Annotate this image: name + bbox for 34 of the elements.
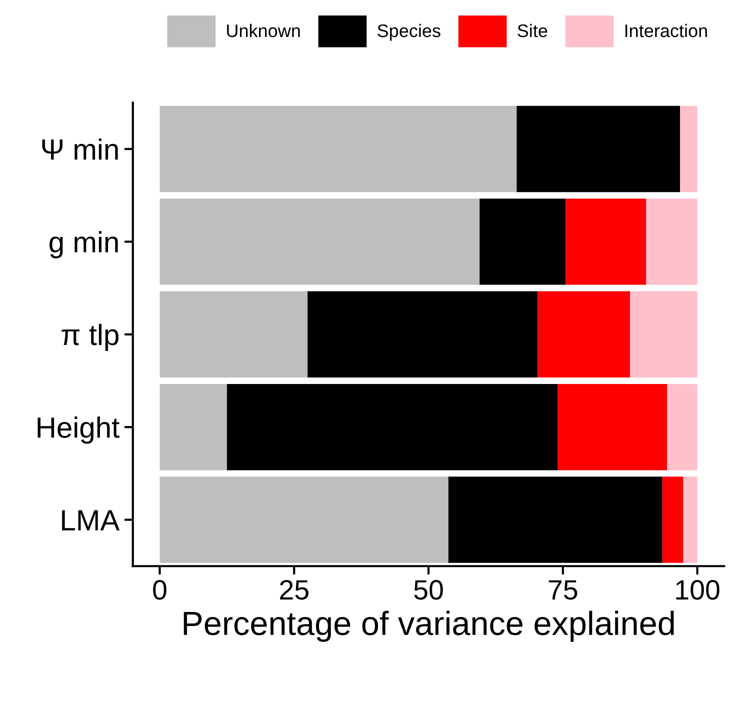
bar <box>662 476 684 563</box>
y-tick-label: Ψ min <box>42 138 118 160</box>
bar <box>226 384 558 470</box>
x-tick-label: 100 <box>676 580 720 600</box>
bar <box>680 106 698 192</box>
bar <box>646 198 698 285</box>
bar <box>566 198 646 285</box>
bar <box>480 198 566 285</box>
legend-label: Unknown <box>227 24 300 38</box>
bar <box>630 291 698 378</box>
legend-label: Site <box>518 24 548 38</box>
bar <box>160 291 308 378</box>
bar <box>558 384 668 470</box>
y-tick-label: Height <box>38 416 120 444</box>
bar <box>683 476 698 563</box>
x-tick-label: 50 <box>414 580 443 600</box>
bar <box>160 106 517 192</box>
bar <box>516 106 680 192</box>
x-tick-label: 0 <box>153 580 166 600</box>
bar <box>538 291 630 378</box>
x-tick-label: 75 <box>548 580 578 600</box>
bar <box>667 384 698 470</box>
y-tick-label: π tlp <box>62 324 118 352</box>
x-axis-title: Percentage of variance explained <box>184 610 674 642</box>
bar <box>308 291 538 378</box>
x-tick-label: 25 <box>280 580 308 600</box>
y-tick-label: LMA <box>62 510 120 530</box>
legend-label: Interaction <box>625 24 707 38</box>
bar <box>160 384 227 470</box>
bar <box>160 198 480 285</box>
bar <box>448 476 662 563</box>
bar <box>160 476 448 563</box>
y-tick-label: g min <box>50 231 118 258</box>
legend-label: Species <box>378 24 440 41</box>
